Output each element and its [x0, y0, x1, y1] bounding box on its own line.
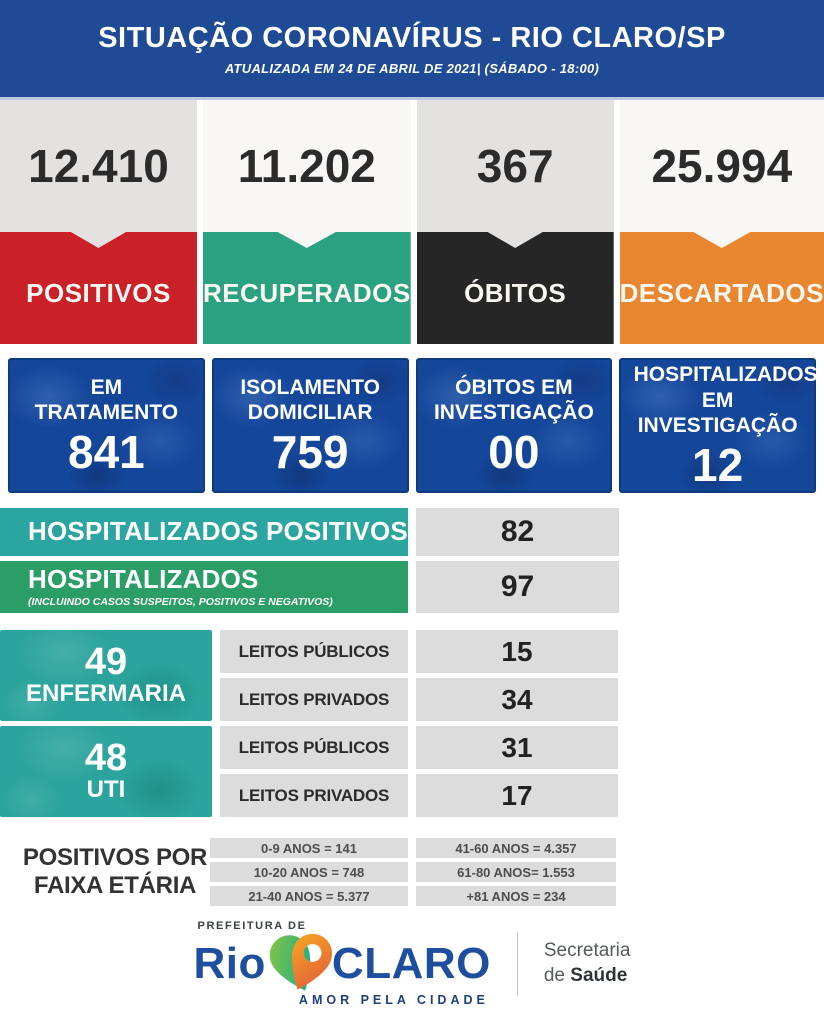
secretaria-block: Secretaria de Saúde — [544, 939, 631, 988]
beds-row-value-cell: 31 — [416, 726, 618, 769]
age-section: POSITIVOS POR FAIXA ETÁRIA 0-9 ANOS = 14… — [0, 838, 824, 906]
secretaria-line2: de Saúde — [544, 964, 631, 989]
logo-slogan: AMOR PELA CIDADE — [298, 993, 489, 1007]
summary-card-value: 367 — [476, 140, 554, 192]
beds-total: 48 — [84, 737, 128, 780]
beds-total: 49 — [84, 641, 128, 684]
status-card-hospitalizados-investigacao: HOSPITALIZADOS EM INVESTIGAÇÃO 12 — [619, 358, 818, 493]
age-item: 21-40 ANOS = 5.377 — [210, 886, 408, 906]
hospitalized-positivos-bar: HOSPITALIZADOS POSITIVOS — [0, 508, 408, 556]
status-card-value: 00 — [488, 425, 540, 478]
secretaria-line1: Secretaria — [543, 939, 631, 961]
hospitalized-positivos-value: 82 — [416, 508, 619, 556]
beds-group-enfermaria: 49 ENFERMARIA LEITOS PÚBLICOS 15 LEITOS … — [0, 630, 824, 721]
beds-row-label: LEITOS PÚBLICOS — [238, 737, 390, 757]
summary-card-obitos: 367 ÓBITOS — [416, 100, 614, 344]
age-item: +81 ANOS = 234 — [416, 886, 616, 906]
footer: PREFEITURA DE Rio — [0, 906, 824, 1021]
age-title: POSITIVOS POR FAIXA ETÁRIA — [22, 844, 208, 899]
status-card-value: 841 — [68, 425, 145, 478]
beds-row-label-cell: LEITOS PÚBLICOS — [220, 726, 408, 769]
bar-sublabel: (INCLUINDO CASOS SUSPEITOS, POSITIVOS E … — [28, 596, 333, 609]
status-card-value: 759 — [271, 425, 349, 478]
beds-row-value-cell: 34 — [416, 678, 618, 721]
beds-row-label: LEITOS PÚBLICOS — [238, 641, 390, 661]
summary-card-value: 11.202 — [237, 140, 376, 192]
logo-claro-text: CLARO — [331, 938, 491, 988]
summary-card-value: 12.410 — [28, 140, 169, 192]
beds-row-value-cell: 17 — [416, 774, 618, 817]
secretaria-saude: Saúde — [570, 964, 628, 986]
beds-row-label-cell: LEITOS PRIVADOS — [220, 678, 408, 721]
page-title: SITUAÇÃO CORONAVÍRUS - RIO CLARO/SP — [98, 21, 726, 54]
summary-card-label: DESCARTADOS — [619, 232, 824, 344]
beds-row-label: LEITOS PRIVADOS — [238, 785, 390, 805]
status-card-em-tratamento: EM TRATAMENTO 841 — [8, 358, 205, 493]
status-card-title: ISOLAMENTO DOMICILIAR — [240, 375, 380, 425]
age-item: 0-9 ANOS = 141 — [210, 838, 408, 858]
summary-card-value: 25.994 — [651, 140, 793, 192]
age-item: 41-60 ANOS = 4.357 — [416, 838, 616, 858]
status-card-title: EM TRATAMENTO — [34, 375, 179, 425]
beds-total-block: 48 UTI — [0, 726, 212, 817]
status-card-obitos-investigacao: ÓBITOS EM INVESTIGAÇÃO 00 — [415, 358, 613, 493]
summary-card-label: POSITIVOS — [0, 232, 197, 344]
beds-row-value: 17 — [501, 779, 533, 811]
page-subtitle: ATUALIZADA EM 24 DE ABRIL DE 2021| (SÁBA… — [224, 60, 600, 76]
summary-card-label: RECUPERADOS — [202, 232, 411, 344]
beds-type: ENFERMARIA — [26, 680, 186, 708]
age-item: 10-20 ANOS = 748 — [210, 862, 408, 882]
header: SITUAÇÃO CORONAVÍRUS - RIO CLARO/SP ATUA… — [0, 0, 824, 100]
beds-row-value-cell: 15 — [416, 630, 618, 673]
beds-row-label-cell: LEITOS PÚBLICOS — [220, 630, 408, 673]
status-card-title: ÓBITOS EM INVESTIGAÇÃO — [433, 375, 594, 425]
summary-card-label: ÓBITOS — [416, 232, 614, 344]
secretaria-de: de — [543, 964, 571, 986]
hospitalized-total-value: 97 — [416, 561, 619, 613]
status-card-isolamento: ISOLAMENTO DOMICILIAR 759 — [211, 358, 409, 493]
city-logo: PREFEITURA DE Rio — [194, 920, 491, 1007]
beds-group-uti: 48 UTI LEITOS PÚBLICOS 31 LEITOS PRIVADO… — [0, 726, 824, 817]
summary-cards-section: 12.410 POSITIVOS 11.202 RECUPERADOS 367 … — [0, 100, 824, 344]
beds-section: 49 ENFERMARIA LEITOS PÚBLICOS 15 LEITOS … — [0, 630, 824, 817]
beds-row-value: 15 — [501, 635, 533, 667]
status-card-value: 12 — [692, 438, 744, 491]
bar-label: HOSPITALIZADOS POSITIVOS — [28, 516, 408, 547]
summary-card-descartados: 25.994 DESCARTADOS — [619, 100, 824, 344]
status-cards-section: EM TRATAMENTO 841 ISOLAMENTO DOMICILIAR … — [0, 358, 824, 493]
beds-row-label: LEITOS PRIVADOS — [238, 689, 390, 709]
beds-row-value: 31 — [501, 731, 533, 763]
age-grid: 0-9 ANOS = 141 10-20 ANOS = 748 21-40 AN… — [210, 838, 616, 906]
footer-divider — [516, 931, 518, 996]
logo-rio-text: Rio — [193, 938, 266, 988]
map-pin-heart-icon — [269, 933, 332, 991]
beds-row-value: 34 — [501, 683, 533, 715]
hospitalized-total-bar: HOSPITALIZADOS (INCLUINDO CASOS SUSPEITO… — [0, 561, 408, 613]
beds-row-label-cell: LEITOS PRIVADOS — [220, 774, 408, 817]
hospitalized-section: HOSPITALIZADOS POSITIVOS 82 HOSPITALIZAD… — [0, 508, 824, 613]
beds-type: UTI — [86, 776, 126, 804]
summary-card-positivos: 12.410 POSITIVOS — [0, 100, 197, 344]
age-item: 61-80 ANOS= 1.553 — [416, 862, 616, 882]
summary-card-recuperados: 11.202 RECUPERADOS — [202, 100, 411, 344]
status-card-title: HOSPITALIZADOS EM INVESTIGAÇÃO — [633, 362, 818, 438]
bar-label: HOSPITALIZADOS — [28, 563, 259, 594]
beds-total-block: 49 ENFERMARIA — [0, 630, 212, 721]
bar-value: 97 — [500, 570, 535, 603]
prefeitura-label: PREFEITURA DE — [197, 920, 307, 932]
bar-value: 82 — [500, 515, 535, 548]
